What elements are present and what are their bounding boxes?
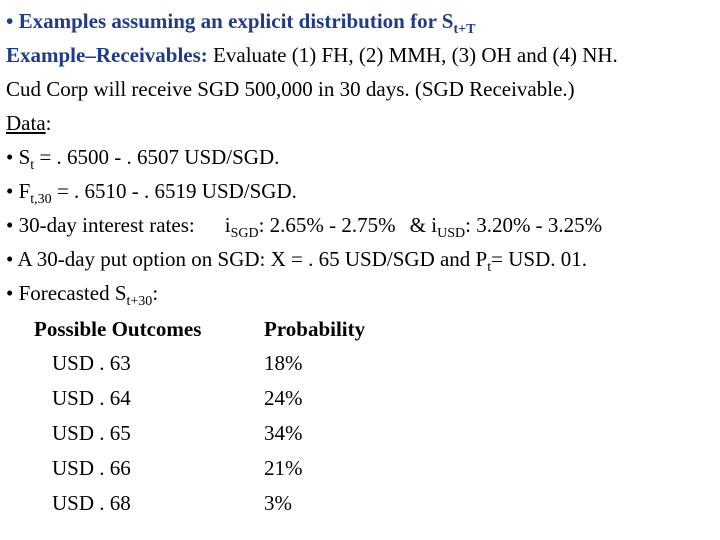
probability-cell: 18%	[264, 351, 303, 375]
forecast-colon: :	[152, 281, 159, 305]
outcome-cell: USD . 68	[52, 491, 131, 515]
outcome-cell: USD . 66	[52, 456, 131, 480]
data-heading: Data:	[6, 110, 52, 136]
probability-cell: 3%	[264, 491, 292, 515]
interest-sgd-text: : 2.65% - 2.75%	[258, 213, 396, 237]
example-text: Evaluate (1) FH, (2) MMH, (3) OH and (4)…	[207, 43, 618, 67]
example-label: Example–Receivables:	[6, 43, 208, 67]
forward-sub: t,30	[30, 192, 52, 207]
forward-text: = . 6510 - . 6519 USD/SGD.	[51, 179, 297, 203]
spot-bullet: •	[6, 145, 14, 169]
forward-rate-item: • Ft,30 = . 6510 - . 6519 USD/SGD.	[6, 178, 297, 207]
interest-amp: &	[409, 213, 426, 237]
interest-sgd-sub: SGD	[230, 226, 259, 241]
option-text-end: = USD. 01.	[491, 247, 587, 271]
option-sub: t	[487, 260, 492, 275]
outcome-cell: USD . 65	[52, 421, 131, 445]
data-colon: :	[45, 111, 52, 135]
spot-rate-item: • St = . 6500 - . 6507 USD/SGD.	[6, 144, 280, 173]
interest-label: 30-day interest rates:	[18, 213, 195, 237]
probability-cell: 21%	[264, 456, 303, 480]
forecast-sub: t+30	[126, 294, 153, 309]
interest-bullet: •	[6, 213, 14, 237]
forecast-text: Forecasted S	[18, 281, 127, 305]
interest-usd-var: i	[431, 213, 438, 237]
forecast-item: • Forecasted St+30:	[6, 280, 159, 309]
intro-line: Cud Corp will receive SGD 500,000 in 30 …	[6, 76, 575, 102]
outcomes-header: Possible Outcomes	[34, 317, 202, 341]
spot-text: = . 6500 - . 6507 USD/SGD.	[34, 145, 280, 169]
interest-rate-item: • 30-day interest rates: iSGD: 2.65% - 2.…	[6, 212, 603, 241]
forward-var: F	[18, 179, 31, 203]
put-option-item: • A 30-day put option on SGD: X = . 65 U…	[6, 246, 587, 275]
outcome-cell: USD . 64	[52, 386, 131, 410]
forward-bullet: •	[6, 179, 14, 203]
data-label: Data	[6, 111, 46, 135]
interest-sgd-var: i	[224, 213, 231, 237]
outcome-cell: USD . 63	[52, 351, 131, 375]
probability-cell: 34%	[264, 421, 303, 445]
title-bullet: •	[6, 9, 14, 33]
interest-usd-sub: USD	[437, 226, 466, 241]
spot-var: S	[18, 145, 31, 169]
forecast-bullet: •	[6, 281, 14, 305]
option-bullet: •	[6, 247, 14, 271]
option-text: A 30-day put option on SGD: X = . 65 USD…	[17, 247, 488, 271]
slide-title: • Examples assuming an explicit distribu…	[6, 8, 476, 37]
probability-header: Probability	[264, 317, 366, 341]
probability-cell: 24%	[264, 386, 303, 410]
spot-sub: t	[30, 158, 35, 173]
title-text: Examples assuming an explicit distributi…	[18, 9, 454, 33]
intro-text: Cud Corp will receive SGD 500,000 in 30 …	[6, 77, 575, 101]
example-line: Example–Receivables: Evaluate (1) FH, (2…	[6, 42, 618, 68]
title-subscript: t+T	[453, 22, 476, 37]
interest-usd-text: : 3.20% - 3.25%	[465, 213, 603, 237]
